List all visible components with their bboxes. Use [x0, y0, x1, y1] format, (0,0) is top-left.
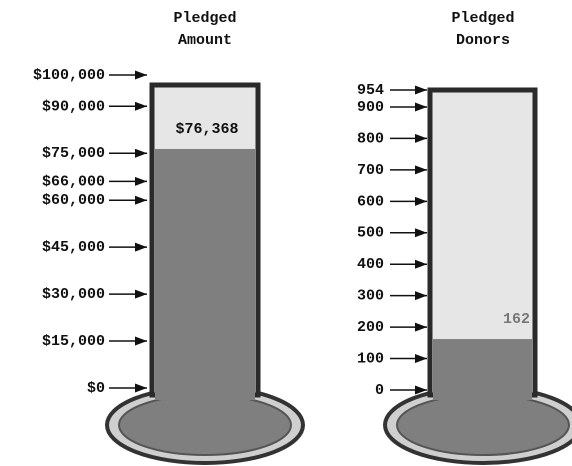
mercury [155, 148, 255, 400]
y-tick-label: 400 [357, 256, 384, 273]
y-tick-label: 700 [357, 162, 384, 179]
y-tick-label: 0 [375, 382, 384, 399]
y-tick-label: 954 [357, 82, 384, 99]
y-tick-label: $45,000 [42, 239, 105, 256]
y-tick-label: $90,000 [42, 98, 105, 115]
y-tick-label: 100 [357, 351, 384, 368]
chart-title: Pledged Donors [451, 10, 515, 49]
mercury [433, 339, 532, 400]
y-tick-label: 500 [357, 225, 384, 242]
bulb [396, 394, 570, 456]
y-tick-label: 200 [357, 319, 384, 336]
y-tick-label: $0 [87, 380, 105, 397]
y-tick-label: $66,000 [42, 173, 105, 190]
value-label: 162 [503, 311, 530, 328]
chart-title: Pledged Amount [173, 10, 237, 49]
y-tick-label: $30,000 [42, 286, 105, 303]
bulb [118, 394, 292, 456]
y-tick-label: $75,000 [42, 145, 105, 162]
y-tick-label: $15,000 [42, 333, 105, 350]
y-tick-label: 300 [357, 288, 384, 305]
y-tick-label: 600 [357, 193, 384, 210]
y-tick-label: 800 [357, 130, 384, 147]
y-tick-label: $60,000 [42, 192, 105, 209]
y-tick-label: 900 [357, 99, 384, 116]
value-label: $76,368 [175, 121, 238, 138]
y-tick-label: $100,000 [33, 67, 105, 84]
